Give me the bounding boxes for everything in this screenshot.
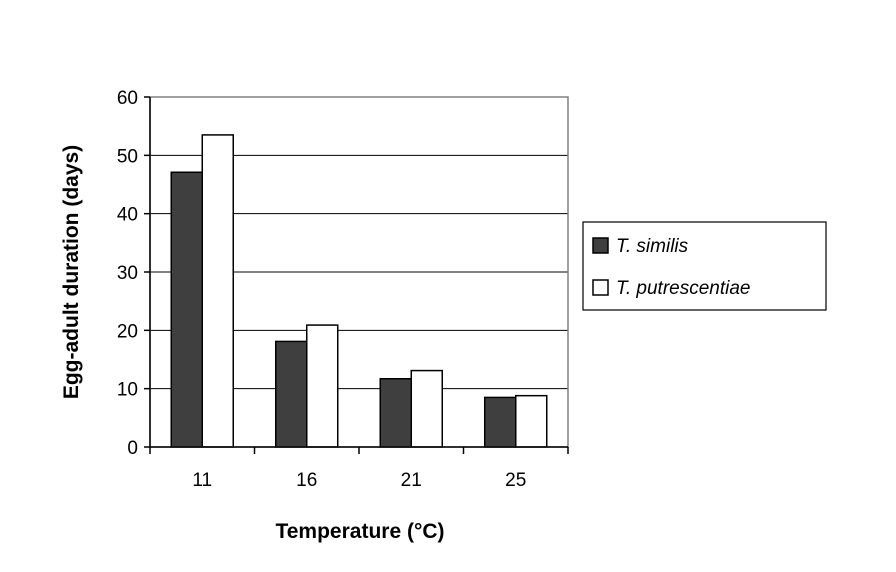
x-tick-labels: 11 16 21 25 bbox=[192, 470, 526, 491]
x-axis-title: Temperature (°C) bbox=[275, 520, 444, 543]
y-tick-label: 20 bbox=[117, 321, 138, 342]
x-tick-label: 16 bbox=[296, 470, 317, 491]
y-tick-label: 10 bbox=[117, 380, 138, 401]
legend-swatch bbox=[592, 279, 609, 296]
y-tick-labels: 0 10 20 30 40 50 60 bbox=[117, 88, 138, 459]
bar-t-similis-21 bbox=[379, 378, 412, 448]
bars bbox=[170, 134, 548, 448]
y-tick-label: 40 bbox=[117, 205, 138, 226]
legend-label: T. similis bbox=[616, 236, 689, 257]
y-axis-title: Egg-adult duration (days) bbox=[60, 145, 83, 399]
y-tick-label: 0 bbox=[127, 438, 138, 459]
x-tick-label: 21 bbox=[401, 470, 422, 491]
legend-swatch bbox=[592, 237, 609, 254]
y-tick-label: 50 bbox=[117, 146, 138, 167]
bar-t-putrescentiae-16 bbox=[306, 324, 339, 448]
legend: T. similis T. putrescentiae bbox=[582, 221, 827, 311]
axes bbox=[144, 96, 569, 454]
x-tick-label: 11 bbox=[192, 470, 212, 491]
y-tick-label: 60 bbox=[117, 88, 138, 109]
bar-t-putrescentiae-11 bbox=[201, 134, 234, 448]
bar-t-putrescentiae-25 bbox=[515, 394, 548, 448]
y-tick-label: 30 bbox=[117, 263, 138, 284]
x-tick-label: 25 bbox=[505, 470, 526, 491]
legend-label: T. putrescentiae bbox=[616, 278, 751, 299]
bar-t-similis-25 bbox=[484, 396, 517, 448]
legend-box bbox=[582, 221, 827, 311]
bar-t-similis-16 bbox=[275, 340, 308, 448]
bar-t-similis-11 bbox=[170, 171, 203, 448]
bar-t-putrescentiae-21 bbox=[410, 369, 443, 448]
